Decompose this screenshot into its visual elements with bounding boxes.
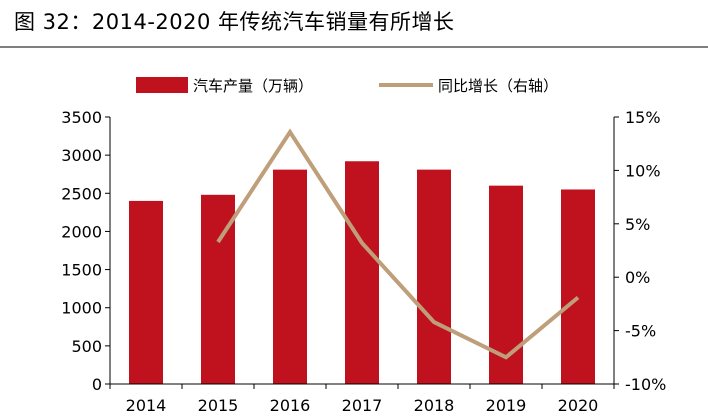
legend-swatch-bar [136,77,188,93]
bar-2016 [273,169,307,384]
bars [129,161,595,384]
y-right-tick-label: 10% [625,161,661,180]
y-right-tick-label: -10% [625,375,666,394]
legend-label-bar: 汽车产量（万辆） [193,77,313,95]
y-left-tick-label: 3000 [61,146,102,165]
bar-2014 [129,200,163,384]
y-left-tick-label: 2500 [61,184,102,203]
y-right-tick-label: -5% [625,322,656,341]
bar-2019 [489,185,523,384]
y-right-tick-label: 0% [625,268,650,287]
title-rule [0,46,708,48]
y-right-tick-label: 15% [625,108,661,127]
y-left-tick-label: 1000 [61,299,102,318]
y-left-tick-label: 2000 [61,222,102,241]
axes [105,116,619,389]
x-tick-label: 2019 [486,396,527,415]
growth-line-layer [216,128,580,360]
x-tick-label: 2015 [198,396,239,415]
figure-title: 图 32：2014-2020 年传统汽车销量有所增长 [14,10,455,34]
y-right-tick-label: 5% [625,215,650,234]
bar-2018 [417,169,451,384]
growth-line [216,128,580,360]
x-tick-labels: 2014 2015 2016 2017 2018 2019 2020 [126,396,599,415]
y-left-tick-label: 0 [92,375,102,394]
y-right-tick-labels: -10% -5% 0% 5% 10% 15% [625,108,666,394]
legend-label-line: 同比增长（右轴） [438,77,558,95]
x-tick-label: 2016 [270,396,311,415]
x-tick-label: 2017 [342,396,383,415]
y-left-tick-label: 3500 [61,108,102,127]
x-tick-label: 2020 [558,396,599,415]
y-left-tick-label: 1500 [61,261,102,280]
bar-2017 [345,161,379,384]
x-tick-label: 2014 [126,396,167,415]
y-left-tick-labels: 0 500 1000 1500 2000 2500 3000 3500 [61,108,102,394]
legend: 汽车产量（万辆） 同比增长（右轴） [136,77,558,95]
y-left-tick-label: 500 [71,337,102,356]
x-tick-label: 2018 [414,396,455,415]
bar-2020 [561,189,595,384]
